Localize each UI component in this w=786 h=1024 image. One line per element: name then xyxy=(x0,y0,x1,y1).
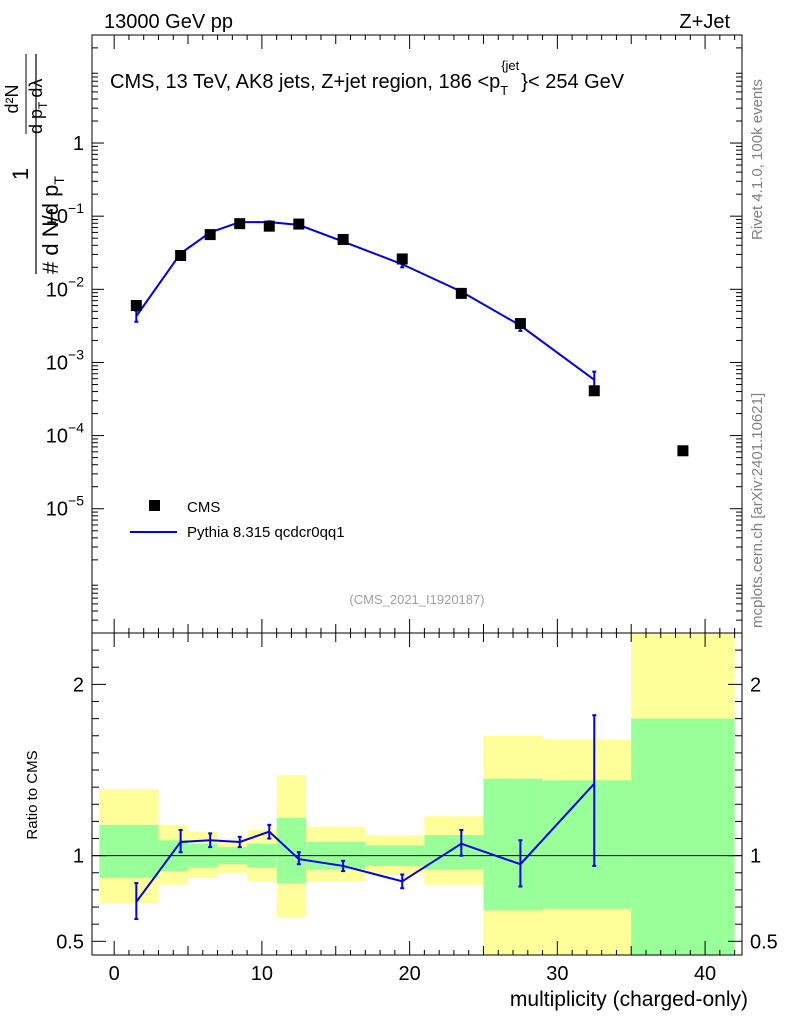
analysis-watermark: (CMS_2021_I1920187) xyxy=(349,592,484,607)
main-y-tick-exp: −4 xyxy=(68,420,84,436)
main-y-tick-exp: −5 xyxy=(68,493,84,509)
ylabel-denominator: # d N/d pT xyxy=(38,176,67,274)
main-y-tick-label: 10−4 xyxy=(46,420,84,448)
rivet-side-label: Rivet 4.1.0, 100k events xyxy=(749,79,766,240)
cms-data-point xyxy=(130,300,142,312)
main-y-label: 1 # d N/d pT d²N d pTdλ xyxy=(2,54,67,274)
ratio-band-inner xyxy=(483,778,543,911)
main-y-tick-label: 10−5 xyxy=(46,493,84,521)
main-y-tick-label: 10−3 xyxy=(46,346,84,374)
main-y-tick-base: 10 xyxy=(46,279,68,301)
cms-data-point xyxy=(234,218,246,230)
cms-data-point xyxy=(677,445,689,457)
ylabel-one: 1 xyxy=(8,168,33,180)
ratio-y-tick-label-left: 1 xyxy=(73,846,84,868)
ratio-y-tick-label-left: 0.5 xyxy=(56,931,84,953)
ratio-series xyxy=(134,714,597,921)
legend-label-cms: CMS xyxy=(187,499,220,516)
ylabel-hash: # xyxy=(38,261,63,274)
ylabel-d: d xyxy=(38,203,63,215)
cms-data-point xyxy=(514,318,526,330)
main-y-tick-exp: −3 xyxy=(68,346,84,362)
ratio-y-tick-label-left: 2 xyxy=(73,674,84,696)
cms-data-point xyxy=(204,229,216,241)
ratio-x-tick-label: 10 xyxy=(251,963,273,985)
ylabel-den-text: d p xyxy=(26,109,46,134)
ylabel-lam: dλ xyxy=(26,79,46,98)
main-axis-ticks: 10−510−410−310−210−11 xyxy=(46,34,742,634)
cms-data-point xyxy=(175,249,187,261)
cms-data-point xyxy=(293,218,305,230)
ylabel-den: d pTdλ xyxy=(26,79,50,134)
ratio-uncertainty-bands xyxy=(99,633,735,955)
cms-data-point xyxy=(337,233,349,245)
ratio-x-tick-label: 20 xyxy=(398,963,420,985)
mc-line xyxy=(135,221,595,381)
cms-data-point xyxy=(588,385,600,397)
ratio-band-inner xyxy=(276,817,307,884)
legend-label-pythia: Pythia 8.315 qcdcr0qq1 xyxy=(187,524,345,541)
ylabel-slash: / xyxy=(38,214,63,221)
main-y-tick-label: 10−1 xyxy=(46,200,84,228)
ratio-band-inner xyxy=(424,835,484,870)
title-sup: {jet xyxy=(501,58,519,73)
ratio-band-inner xyxy=(99,824,159,878)
main-y-tick-exp: −1 xyxy=(68,200,84,216)
main-y-tick-base: 10 xyxy=(46,426,68,448)
cms-data-point xyxy=(263,220,275,232)
main-series xyxy=(130,218,689,457)
main-y-tick-label: 10−2 xyxy=(46,273,84,301)
main-y-tick-base: 10 xyxy=(46,499,68,521)
main-y-tick-base: 10 xyxy=(46,206,68,228)
ratio-x-tick-label: 0 xyxy=(109,963,120,985)
ylabel-num: d²N xyxy=(2,84,22,113)
main-plot-frame xyxy=(91,34,743,634)
mcplots-side-label: mcplots.cern.ch [arXiv:2401.10621] xyxy=(749,393,766,628)
ylabel-den-T: T xyxy=(36,101,50,109)
title-lead: CMS, 13 TeV, AK8 jets, Z+jet region, 186… xyxy=(110,71,500,93)
ratio-band-inner xyxy=(542,780,632,909)
ylabel-dN: d N xyxy=(38,221,63,255)
ratio-band-inner xyxy=(631,718,735,955)
legend-marker-cms xyxy=(149,500,160,511)
main-y-tick-base: 10 xyxy=(46,352,68,374)
header-left: 13000 GeV pp xyxy=(104,11,233,33)
main-y-tick-label: 1 xyxy=(73,133,84,155)
ylabel-T: T xyxy=(51,176,67,185)
ratio-y-tick-label-right: 0.5 xyxy=(750,931,778,953)
plot-title: CMS, 13 TeV, AK8 jets, Z+jet region, 186… xyxy=(110,58,625,98)
ratio-x-tick-label: 30 xyxy=(546,963,568,985)
ratio-y-label: Ratio to CMS xyxy=(24,750,41,839)
cms-data-point xyxy=(396,253,408,265)
title-tail: }< 254 GeV xyxy=(521,71,625,93)
main-y-tick-exp: −2 xyxy=(68,273,84,289)
header-right: Z+Jet xyxy=(679,11,730,33)
title-sub: T xyxy=(500,83,508,98)
ratio-plot-frame xyxy=(91,632,743,956)
ylabel-p: p xyxy=(38,185,63,197)
cms-data-point xyxy=(455,287,467,299)
legend: CMS Pythia 8.315 qcdcr0qq1 xyxy=(130,499,345,541)
ratio-x-label: multiplicity (charged-only) xyxy=(510,988,748,1011)
ratio-x-tick-label: 40 xyxy=(694,963,716,985)
ratio-y-tick-label-right: 1 xyxy=(750,846,761,868)
ratio-y-tick-label-right: 2 xyxy=(750,674,761,696)
